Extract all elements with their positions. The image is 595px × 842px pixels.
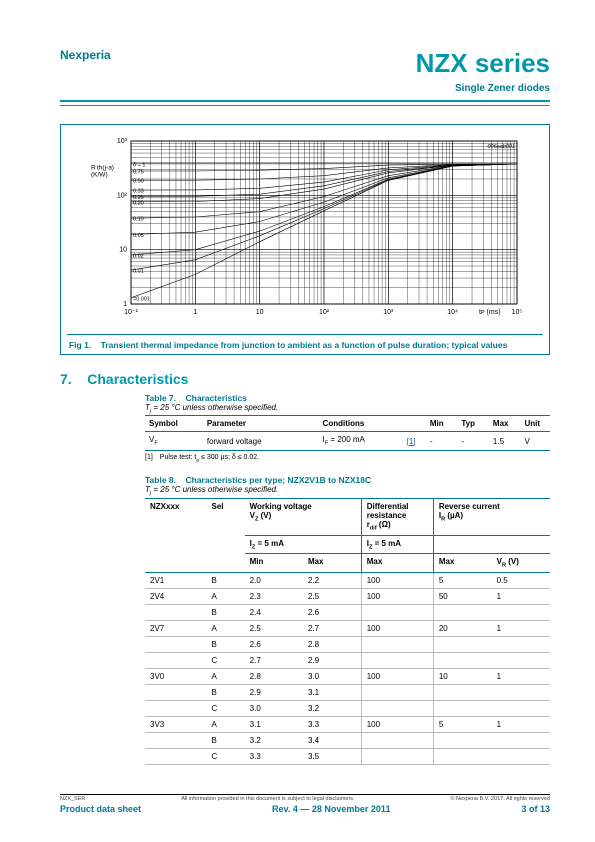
section-name: Characteristics [87, 371, 188, 387]
table-8-row: B3.23.4 [145, 732, 550, 748]
table-8-row: B2.93.1 [145, 684, 550, 700]
figure-1-chart: 10⁻¹11010²10³10⁴10⁵11010²10³R th(j-a)(K/… [67, 131, 537, 326]
footer-center: Rev. 4 — 28 November 2011 [272, 804, 390, 814]
svg-text:1: 1 [123, 301, 127, 308]
svg-text:0.75: 0.75 [133, 169, 144, 175]
svg-text:10²: 10² [319, 309, 330, 316]
footer-right: 3 of 13 [521, 804, 550, 814]
svg-text:0.02: 0.02 [133, 253, 144, 259]
svg-text:10⁻¹: 10⁻¹ [124, 309, 138, 316]
table-8-row: C2.72.9 [145, 652, 550, 668]
title-block: NZX series Single Zener diodes [416, 48, 550, 94]
footnote-ref-1[interactable]: [1] [407, 437, 416, 446]
footer-doc-id: NZX_SER [60, 796, 85, 802]
svg-text:(K/W): (K/W) [91, 171, 108, 178]
svg-text:10: 10 [256, 309, 264, 316]
svg-text:1: 1 [193, 309, 197, 316]
svg-text:δ = 1: δ = 1 [133, 162, 145, 168]
header-rule [60, 100, 550, 106]
svg-text:006aab001: 006aab001 [487, 144, 515, 150]
figure-1-caption: Fig 1. Transient thermal impedance from … [67, 334, 543, 354]
product-title: NZX series [416, 48, 550, 79]
table-7-row: VF forward voltage IF = 200 mA [1] - - 1… [145, 432, 550, 451]
table-8-row: B2.42.6 [145, 604, 550, 620]
page-footer: NZX_SER All information provided in this… [60, 794, 550, 814]
svg-text:R th(j-a): R th(j-a) [91, 164, 114, 171]
svg-text:10: 10 [119, 246, 127, 253]
figure-1-box: 10⁻¹11010²10³10⁴10⁵11010²10³R th(j-a)(K/… [60, 124, 550, 355]
table-8-row: C3.33.5 [145, 748, 550, 764]
figure-1-text: Transient thermal impedance from junctio… [101, 340, 508, 350]
figure-1-label: Fig 1. [69, 340, 91, 350]
page-header: Nexperia NZX series Single Zener diodes [60, 48, 550, 94]
table-8-row: C3.03.2 [145, 700, 550, 716]
svg-text:10⁴: 10⁴ [447, 309, 458, 316]
svg-text:0.50: 0.50 [133, 178, 144, 184]
section-number: 7. [60, 371, 72, 387]
table-8-row: 3V3A3.13.310051 [145, 716, 550, 732]
svg-text:0.20: 0.20 [133, 200, 144, 206]
svg-text:tᴘ (ms): tᴘ (ms) [479, 309, 501, 316]
svg-text:0.33: 0.33 [133, 188, 144, 194]
table-7-note: Tj = 25 °C unless otherwise specified. [145, 403, 550, 415]
table-8-row: 2V7A2.52.7100201 [145, 620, 550, 636]
footer-disclaimer: All information provided in this documen… [181, 796, 354, 802]
table-8-row: 3V0A2.83.0100101 [145, 668, 550, 684]
table-8: NZXxxx Sel Working voltageVZ (V) Differe… [145, 498, 550, 765]
svg-text:10³: 10³ [383, 309, 394, 316]
footer-copyright: © Nexperia B.V. 2017. All rights reserve… [450, 796, 550, 802]
table-8-note: Tj = 25 °C unless otherwise specified. [145, 485, 550, 497]
product-subtitle: Single Zener diodes [416, 83, 550, 94]
table-7-title: Table 7. Characteristics [145, 393, 550, 403]
table-8-row: 2V1B2.02.210050.5 [145, 572, 550, 588]
table-8-row: B2.62.8 [145, 636, 550, 652]
svg-text:10³: 10³ [117, 138, 128, 145]
brand: Nexperia [60, 48, 111, 62]
svg-text:10⁵: 10⁵ [512, 309, 523, 316]
svg-text:0.05: 0.05 [133, 233, 144, 239]
svg-text:=0.001: =0.001 [133, 296, 150, 302]
section-7-title: 7. Characteristics [60, 371, 550, 387]
table-7: Symbol Parameter Conditions Min Typ Max … [145, 415, 550, 451]
svg-text:0.01: 0.01 [133, 268, 144, 274]
table-7-footnote: [1] Pulse test: tp ≤ 300 µs; δ ≤ 0.02. [145, 454, 550, 463]
table-8-title: Table 8. Characteristics per type; NZX2V… [145, 475, 550, 485]
table-8-row: 2V4A2.32.5100501 [145, 588, 550, 604]
svg-text:0.10: 0.10 [133, 216, 144, 222]
footer-left: Product data sheet [60, 804, 141, 814]
svg-text:10²: 10² [117, 192, 128, 199]
